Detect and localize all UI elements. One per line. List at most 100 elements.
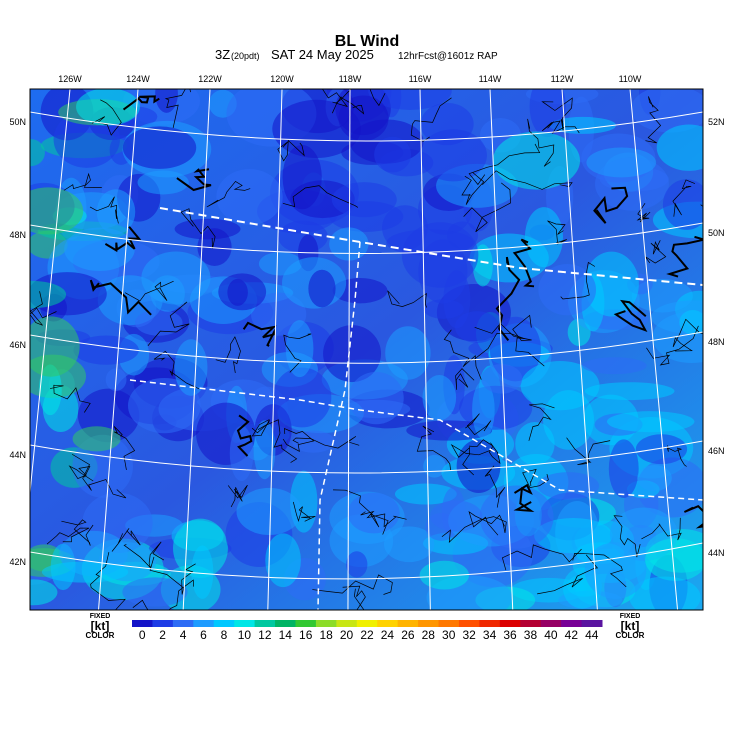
- wind-region: [332, 278, 388, 304]
- contour: [700, 204, 703, 207]
- contour: [312, 574, 393, 595]
- contour: [113, 426, 136, 470]
- contour: [46, 527, 90, 545]
- contour: [461, 172, 485, 205]
- contour: [513, 483, 535, 513]
- contour: [455, 368, 475, 390]
- contour: [292, 501, 316, 522]
- wind-region: [122, 577, 188, 607]
- colorbar-label: 16: [299, 628, 313, 642]
- color-swatch: [213, 620, 235, 627]
- wind-region: [38, 364, 62, 416]
- contour: [257, 419, 298, 463]
- colorbar-label: 20: [340, 628, 354, 642]
- wind-region: [331, 182, 397, 218]
- wind-region: [662, 179, 703, 230]
- wind-region: [515, 422, 555, 466]
- contour: [468, 439, 501, 465]
- color-swatch: [336, 620, 358, 627]
- fixed-label: FIXED: [620, 613, 641, 620]
- contour: [541, 120, 580, 134]
- contour: [91, 99, 122, 136]
- wind-region: [637, 465, 672, 492]
- meridian: [98, 89, 139, 610]
- wind-region: [174, 218, 241, 240]
- colorbar-label: 2: [159, 628, 166, 642]
- wind-region: [72, 434, 133, 498]
- color-swatch: [356, 620, 378, 627]
- meridian: [182, 89, 211, 610]
- meridian: [489, 89, 514, 610]
- meridian: [419, 89, 431, 610]
- colorbar-label: 14: [279, 628, 293, 642]
- lon-label: 120W: [270, 74, 294, 84]
- wind-region: [529, 89, 566, 138]
- wind-region: [150, 275, 185, 312]
- lat-label: 46N: [9, 340, 26, 350]
- contour: [68, 465, 94, 482]
- meridian: [347, 89, 351, 610]
- wind-region: [584, 542, 647, 599]
- contour: [572, 553, 627, 588]
- contour: [672, 179, 696, 217]
- colorbar-label: 10: [238, 628, 252, 642]
- wind-region: [308, 269, 336, 308]
- contour: [89, 279, 152, 316]
- contour: [149, 556, 196, 595]
- contour: [387, 290, 427, 308]
- contour: [342, 585, 366, 610]
- wind-region: [481, 363, 523, 394]
- parallel: [30, 222, 703, 254]
- contour: [613, 515, 641, 558]
- map-frame: [29, 88, 704, 611]
- color-swatch: [581, 620, 603, 627]
- contour: [176, 168, 212, 192]
- wind-region: [155, 89, 178, 113]
- contour: [441, 516, 507, 543]
- contour: [227, 484, 248, 508]
- wind-region: [30, 280, 67, 309]
- border: [129, 379, 703, 501]
- wind-region: [73, 335, 139, 365]
- fixed-label: FIXED: [90, 613, 111, 620]
- map: [30, 89, 703, 610]
- date: SAT 24 May 2025: [271, 47, 374, 62]
- wind-region: [606, 411, 695, 433]
- contour: [292, 436, 360, 449]
- lat-label: 48N: [9, 230, 26, 240]
- unit-label: [kt]: [621, 619, 640, 633]
- wind-region: [537, 472, 600, 500]
- wind-region: [584, 251, 639, 317]
- color-swatch: [152, 620, 174, 627]
- contour: [463, 182, 511, 233]
- contour: [283, 333, 312, 373]
- wind-region: [72, 426, 121, 452]
- wind-region: [76, 89, 140, 126]
- wind-region: [422, 374, 457, 421]
- wind-region: [346, 551, 368, 578]
- contour: [593, 186, 629, 224]
- wind-region: [430, 500, 483, 532]
- wind-region: [549, 116, 617, 134]
- contour: [560, 261, 596, 300]
- contour: [613, 299, 648, 333]
- contour: [251, 419, 270, 437]
- contour: [153, 350, 200, 390]
- colorbar-label: 6: [200, 628, 207, 642]
- color-swatch: [458, 620, 480, 627]
- colorbar-label: 12: [258, 628, 272, 642]
- contour: [89, 196, 119, 224]
- colorbar-label: 22: [360, 628, 374, 642]
- contour: [322, 89, 349, 108]
- color-swatch: [315, 620, 337, 627]
- contour: [501, 544, 582, 571]
- subtitle: 3Z (20pdt) SAT 24 May 2025 12hrFcst@1601…: [215, 47, 498, 62]
- wind-region: [348, 371, 404, 425]
- contour: [537, 554, 599, 595]
- colorbar: 0 2 4 6 8 10 12 14 16 18 20 22 24 26 28 30 32 34 36 38 40 42 4…: [86, 613, 645, 642]
- contour: [206, 180, 251, 208]
- color-swatch: [479, 620, 501, 627]
- lat-label: 46N: [708, 446, 725, 456]
- colorbar-label: 44: [585, 628, 599, 642]
